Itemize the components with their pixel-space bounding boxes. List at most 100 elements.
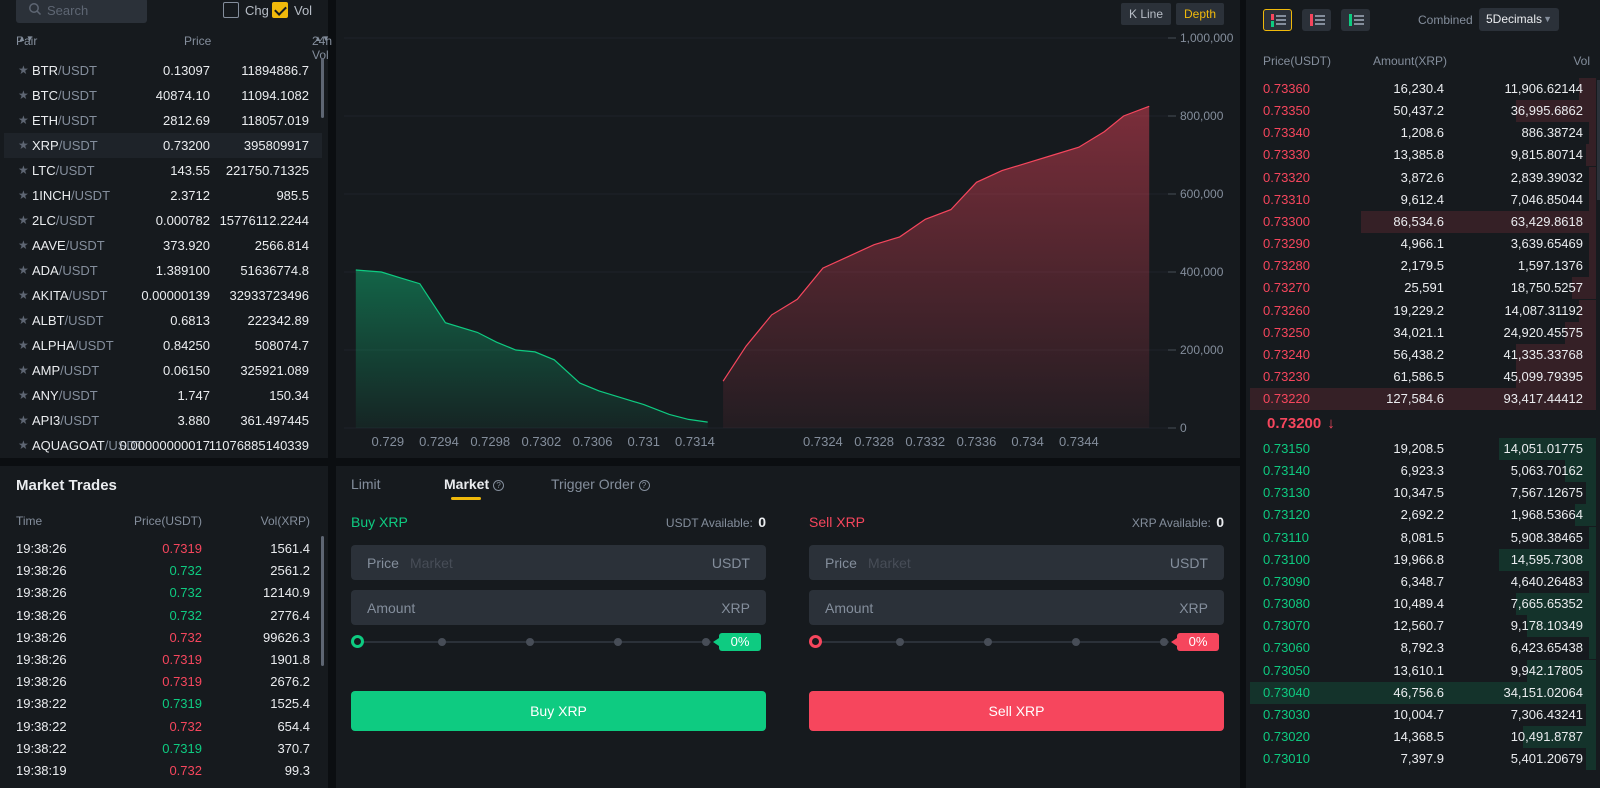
buy-button[interactable]: Buy XRP <box>351 691 766 731</box>
star-icon[interactable]: ★ <box>18 263 29 277</box>
slider-step-25[interactable] <box>438 638 446 646</box>
bid-row[interactable]: 0.73100 19,966.8 14,595.7308 <box>1250 548 1596 571</box>
trade-time: 19:38:26 <box>16 629 67 645</box>
bid-row[interactable]: 0.73070 12,560.7 9,178.10349 <box>1250 615 1596 638</box>
star-icon[interactable]: ★ <box>18 438 29 452</box>
star-icon[interactable]: ★ <box>18 113 29 127</box>
search-input[interactable]: Search <box>16 0 147 23</box>
bid-row[interactable]: 0.73130 10,347.5 7,567.12675 <box>1250 482 1596 505</box>
tab-trigger-order[interactable]: Trigger Order? <box>551 476 650 492</box>
pair-row[interactable]: ★ ANY/USDT 1.747 150.34 <box>4 383 322 408</box>
star-icon[interactable]: ★ <box>18 163 29 177</box>
star-icon[interactable]: ★ <box>18 63 29 77</box>
star-icon[interactable]: ★ <box>18 238 29 252</box>
pair-row[interactable]: ★ ETH/USDT 2812.69 118057.019 <box>4 108 322 133</box>
star-icon[interactable]: ★ <box>18 213 29 227</box>
ask-row[interactable]: 0.73310 9,612.4 7,046.85044 <box>1250 188 1596 211</box>
sell-price-field[interactable]: Price Market USDT <box>809 545 1224 580</box>
ask-row[interactable]: 0.73230 61,586.5 45,099.79395 <box>1250 365 1596 388</box>
star-icon[interactable]: ★ <box>18 413 29 427</box>
pair-row[interactable]: ★ 2LC/USDT 0.000782 15776112.2244 <box>4 208 322 233</box>
bid-row[interactable]: 0.73080 10,489.4 7,665.65352 <box>1250 593 1596 616</box>
bid-row[interactable]: 0.73060 8,792.3 6,423.65438 <box>1250 637 1596 660</box>
star-icon[interactable]: ★ <box>18 313 29 327</box>
slider-step-75[interactable] <box>1072 638 1080 646</box>
slider-step-100[interactable] <box>702 638 710 646</box>
bid-row[interactable]: 0.73030 10,004.7 7,306.43241 <box>1250 703 1596 726</box>
slider-step-75[interactable] <box>614 638 622 646</box>
star-icon[interactable]: ★ <box>18 363 29 377</box>
pair-row[interactable]: ★ BTC/USDT 40874.10 11094.1082 <box>4 83 322 108</box>
view-asks-icon[interactable] <box>1302 9 1331 31</box>
help-icon[interactable]: ? <box>493 480 505 491</box>
buy-percent-slider[interactable]: 0% <box>351 632 766 652</box>
star-icon[interactable]: ★ <box>18 138 29 152</box>
help-icon[interactable]: ? <box>638 480 650 491</box>
pair-row[interactable]: ★ AQUAGOAT/USDT 0.00000000017 1107688514033… <box>4 433 322 458</box>
chg-checkbox[interactable] <box>223 2 239 18</box>
sell-button[interactable]: Sell XRP <box>809 691 1224 731</box>
view-bids-icon[interactable] <box>1341 9 1370 31</box>
ask-row[interactable]: 0.73290 4,966.1 3,639.65469 <box>1250 233 1596 256</box>
ask-row[interactable]: 0.73240 56,438.2 41,335.33768 <box>1250 343 1596 366</box>
kline-button[interactable]: K Line <box>1121 3 1172 25</box>
view-both-icon[interactable] <box>1263 9 1292 31</box>
ask-row[interactable]: 0.73280 2,179.5 1,597.1376 <box>1250 255 1596 278</box>
tab-limit[interactable]: Limit <box>351 476 381 492</box>
slider-step-100[interactable] <box>1160 638 1168 646</box>
bid-row[interactable]: 0.73090 6,348.7 4,640.26483 <box>1250 570 1596 593</box>
sell-amount-field[interactable]: Amount XRP <box>809 590 1224 625</box>
slider-handle[interactable] <box>351 635 364 648</box>
vol-toggle[interactable]: Vol <box>272 2 312 18</box>
trades-scrollbar[interactable] <box>321 536 324 666</box>
pair-row[interactable]: ★ LTC/USDT 143.55 221750.71325 <box>4 158 322 183</box>
pair-row[interactable]: ★ AAVE/USDT 373.920 2566.814 <box>4 233 322 258</box>
buy-amount-field[interactable]: Amount XRP <box>351 590 766 625</box>
book-scrollbar[interactable] <box>1597 80 1600 200</box>
pair-row[interactable]: ★ API3/USDT 3.880 361.497445 <box>4 408 322 433</box>
bid-row[interactable]: 0.73010 7,397.9 5,401.20679 <box>1250 748 1596 771</box>
ask-row[interactable]: 0.73350 50,437.2 36,995.6862 <box>1250 100 1596 123</box>
slider-handle[interactable] <box>809 635 822 648</box>
buy-price-field[interactable]: Price Market USDT <box>351 545 766 580</box>
depth-button[interactable]: Depth <box>1176 3 1225 25</box>
bid-row[interactable]: 0.73120 2,692.2 1,968.53664 <box>1250 504 1596 527</box>
star-icon[interactable]: ★ <box>18 338 29 352</box>
ask-row[interactable]: 0.73330 13,385.8 9,815.80714 <box>1250 144 1596 167</box>
bid-row[interactable]: 0.73050 13,610.1 9,942.17805 <box>1250 659 1596 682</box>
pair-row[interactable]: ★ AMP/USDT 0.06150 325921.089 <box>4 358 322 383</box>
pair-row[interactable]: ★ 1INCH/USDT 2.3712 985.5 <box>4 183 322 208</box>
chg-toggle[interactable]: Chg <box>223 2 269 18</box>
slider-step-25[interactable] <box>896 638 904 646</box>
bid-row[interactable]: 0.73140 6,923.3 5,063.70162 <box>1250 460 1596 483</box>
ask-row[interactable]: 0.73220 127,584.6 93,417.44412 <box>1250 388 1596 411</box>
pair-row[interactable]: ★ ADA/USDT 1.389100 51636774.8 <box>4 258 322 283</box>
pairs-scrollbar[interactable] <box>321 58 324 118</box>
star-icon[interactable]: ★ <box>18 88 29 102</box>
bid-row[interactable]: 0.73110 8,081.5 5,908.38465 <box>1250 526 1596 549</box>
bid-row[interactable]: 0.73020 14,368.5 10,491.8787 <box>1250 725 1596 748</box>
pair-row[interactable]: ★ AKITA/USDT 0.00000139 32933723496 <box>4 283 322 308</box>
ask-row[interactable]: 0.73340 1,208.6 886.38724 <box>1250 122 1596 145</box>
star-icon[interactable]: ★ <box>18 188 29 202</box>
ask-row[interactable]: 0.73270 25,591 18,750.5257 <box>1250 277 1596 300</box>
pair-row[interactable]: ★ BTR/USDT 0.13097 11894886.7 <box>4 58 322 83</box>
pair-row[interactable]: ★ ALBT/USDT 0.6813 222342.89 <box>4 308 322 333</box>
ask-row[interactable]: 0.73250 34,021.1 24,920.45575 <box>1250 321 1596 344</box>
pair-row[interactable]: ★ XRP/USDT 0.73200 395809917 <box>4 133 322 158</box>
slider-step-50[interactable] <box>526 638 534 646</box>
ask-row[interactable]: 0.73260 19,229.2 14,087.31192 <box>1250 299 1596 322</box>
ask-row[interactable]: 0.73300 86,534.6 63,429.8618 <box>1250 210 1596 233</box>
slider-step-50[interactable] <box>984 638 992 646</box>
tab-market[interactable]: Market? <box>444 476 505 492</box>
bid-row[interactable]: 0.73150 19,208.5 14,051.01775 <box>1250 438 1596 460</box>
vol-checkbox[interactable] <box>272 2 288 18</box>
ask-row[interactable]: 0.73360 16,230.4 11,906.62144 <box>1250 78 1596 100</box>
sell-percent-slider[interactable]: 0% <box>809 632 1224 652</box>
pair-row[interactable]: ★ ALPHA/USDT 0.84250 508074.7 <box>4 333 322 358</box>
ask-row[interactable]: 0.73320 3,872.6 2,839.39032 <box>1250 166 1596 189</box>
star-icon[interactable]: ★ <box>18 288 29 302</box>
star-icon[interactable]: ★ <box>18 388 29 402</box>
decimals-select[interactable]: 5Decimals ▼ <box>1479 8 1559 31</box>
bid-row[interactable]: 0.73040 46,756.6 34,151.02064 <box>1250 681 1596 704</box>
